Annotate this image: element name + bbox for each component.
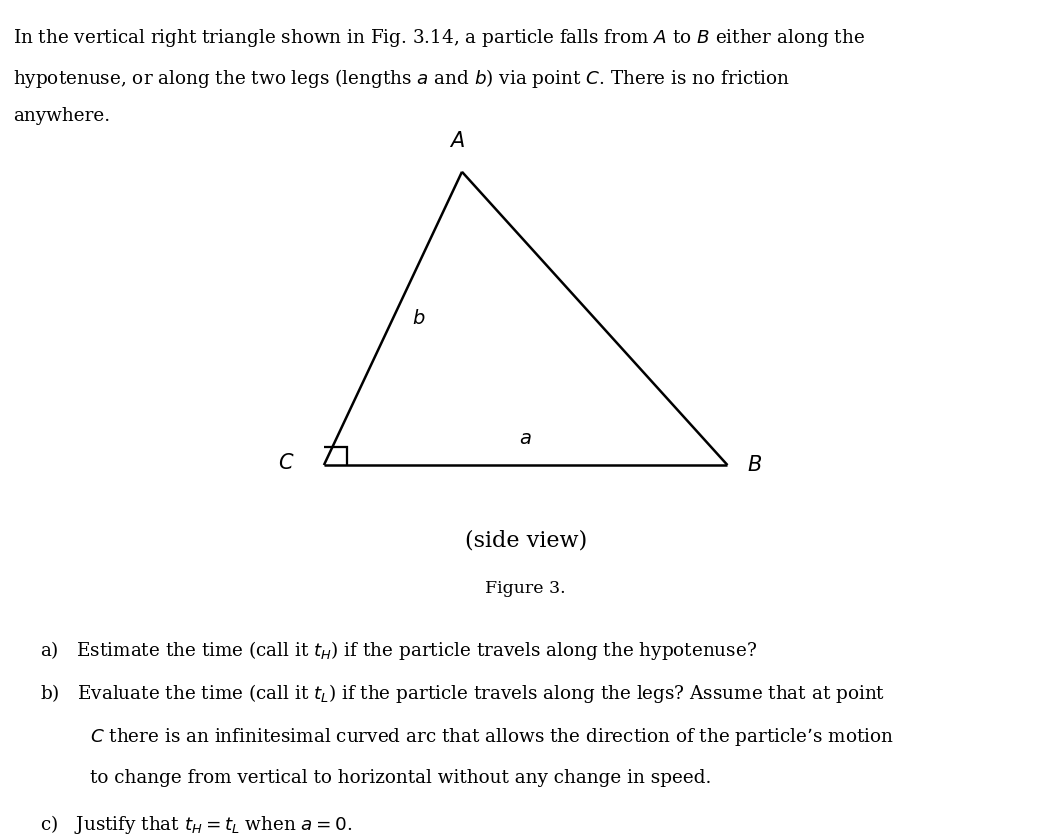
Text: anywhere.: anywhere. xyxy=(13,107,109,125)
Text: $a$: $a$ xyxy=(519,431,532,448)
Text: a) Estimate the time (call it $t_H$) if the particle travels along the hypotenus: a) Estimate the time (call it $t_H$) if … xyxy=(40,639,757,661)
Text: $b$: $b$ xyxy=(412,309,426,328)
Text: $C$: $C$ xyxy=(277,453,294,473)
Text: $B$: $B$ xyxy=(747,455,761,475)
Text: $A$: $A$ xyxy=(448,131,465,151)
Text: to change from vertical to horizontal without any change in speed.: to change from vertical to horizontal wi… xyxy=(90,769,712,787)
Text: hypotenuse, or along the two legs (lengths $a$ and $b$) via point $C$. There is : hypotenuse, or along the two legs (lengt… xyxy=(13,67,790,90)
Text: (side view): (side view) xyxy=(464,530,587,551)
Text: In the vertical right triangle shown in Fig. 3.14, a particle falls from $A$ to : In the vertical right triangle shown in … xyxy=(13,27,864,49)
Text: $C$ there is an infinitesimal curved arc that allows the direction of the partic: $C$ there is an infinitesimal curved arc… xyxy=(90,726,894,747)
Text: b) Evaluate the time (call it $t_L$) if the particle travels along the legs? Ass: b) Evaluate the time (call it $t_L$) if … xyxy=(40,682,886,705)
Text: c) Justify that $t_H = t_L$ when $a = 0$.: c) Justify that $t_H = t_L$ when $a = 0$… xyxy=(40,813,353,835)
Text: Figure 3.: Figure 3. xyxy=(485,580,566,597)
